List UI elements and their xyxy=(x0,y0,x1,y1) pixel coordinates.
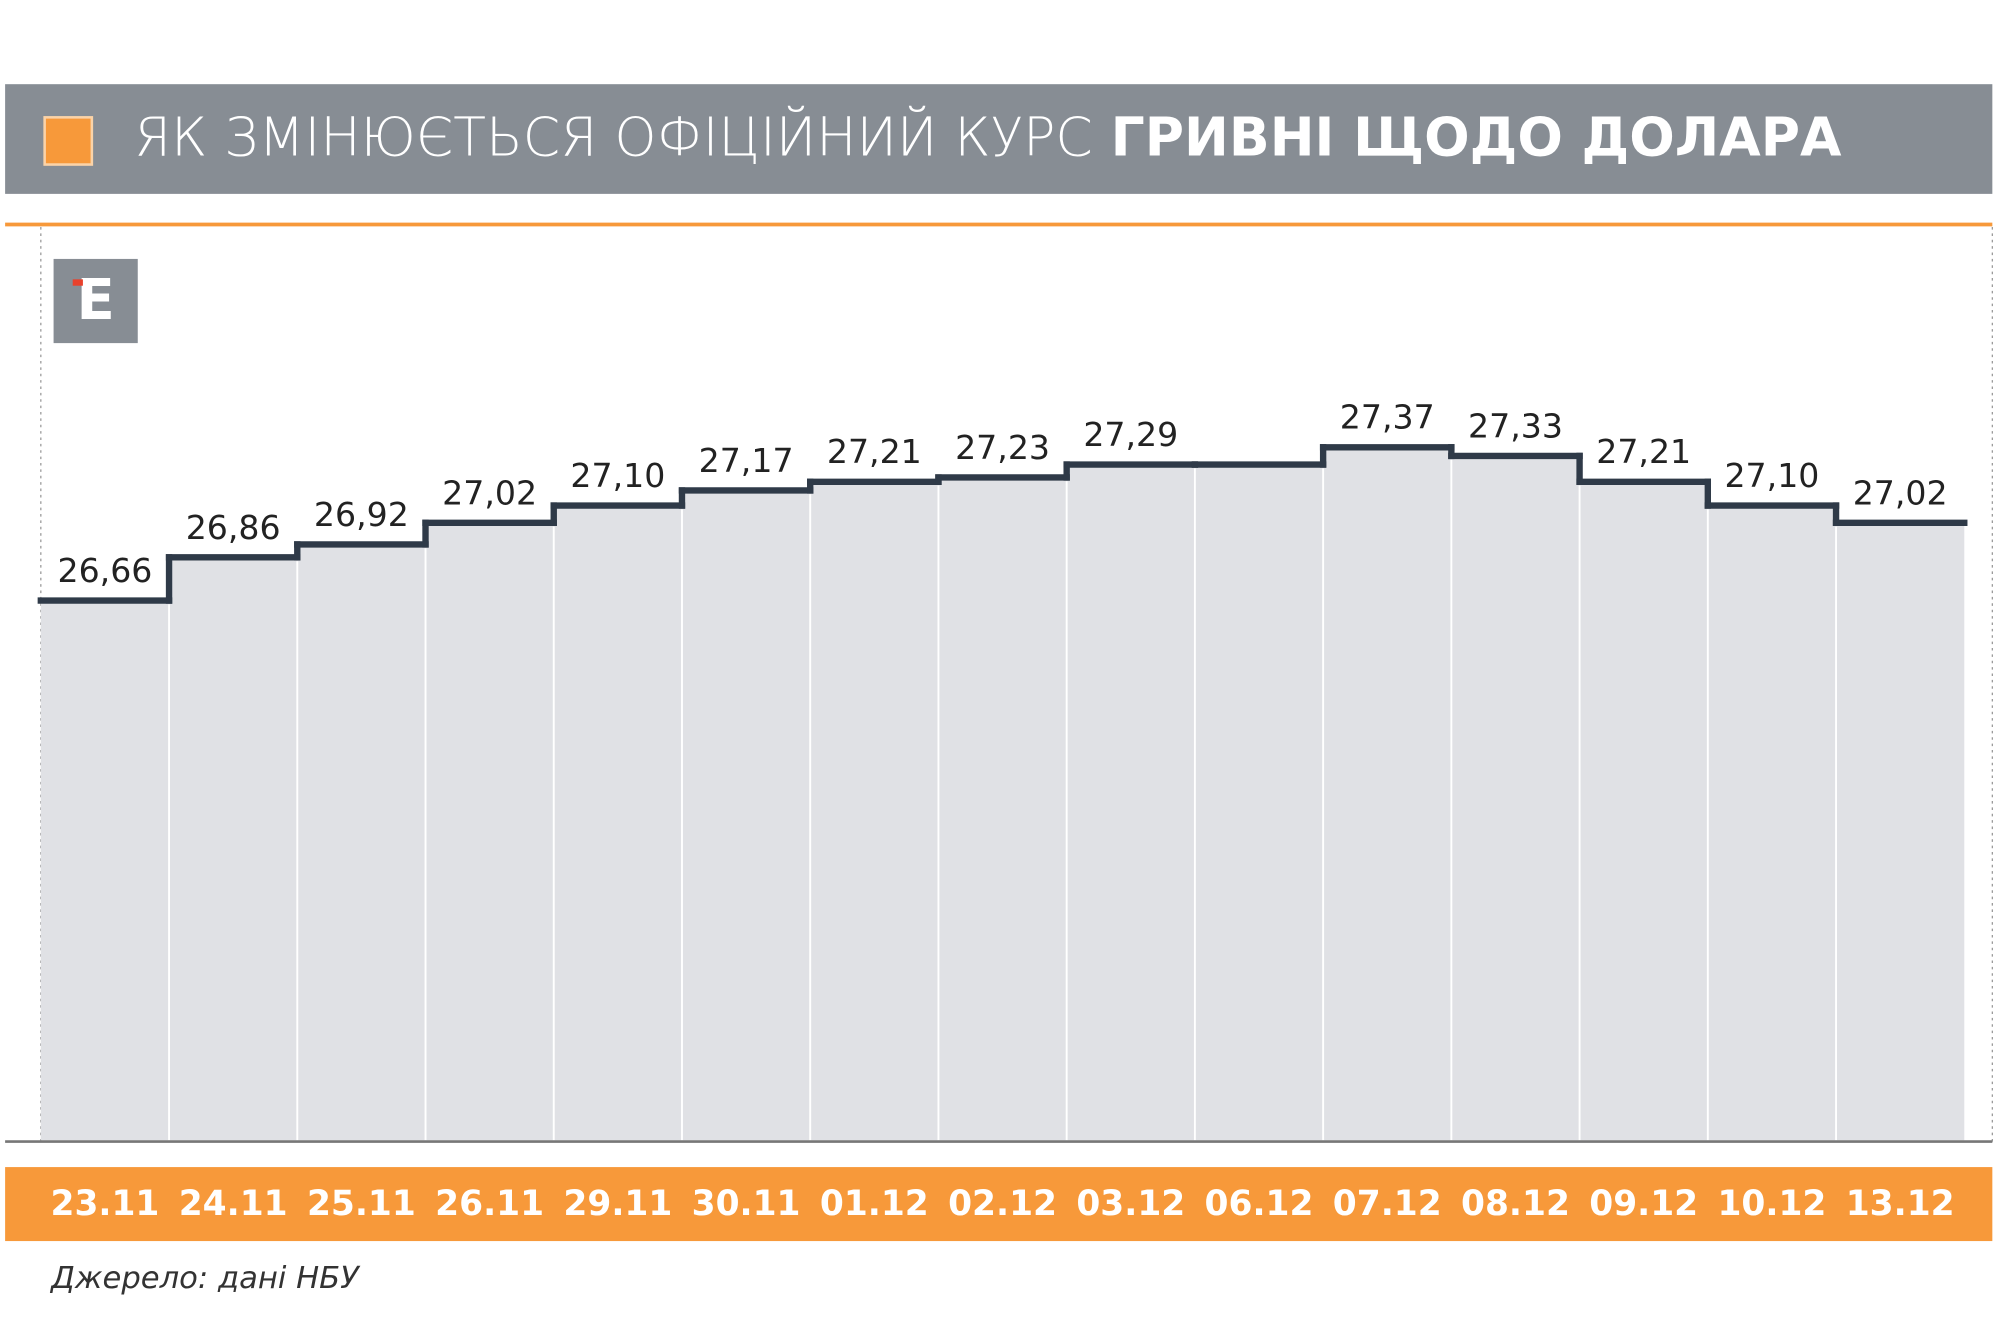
title-square xyxy=(43,116,94,166)
chart-title: ЯК ЗМІНЮЄТЬСЯ ОФІЦІЙНИЙ КУРС ГРИВНІ ЩОДО … xyxy=(134,105,1842,168)
categories: 23.11 24.11 25.11 26.11 29.11 30.11 01.12 02.12… xyxy=(50,1184,1954,1224)
value-label: 27,33 xyxy=(1468,406,1563,445)
area-column xyxy=(1451,455,1580,1141)
value-label: 27,10 xyxy=(570,456,665,495)
source: Джерело: дані НБУ xyxy=(49,1261,361,1296)
value-label: 27,21 xyxy=(827,432,922,471)
logo xyxy=(53,258,138,344)
area-column xyxy=(1066,464,1195,1141)
area-column xyxy=(1323,447,1452,1141)
value-label: 27,37 xyxy=(1340,398,1435,437)
value-label: 26,86 xyxy=(186,508,281,547)
x-tick-label: 08.12 xyxy=(1461,1184,1570,1224)
x-tick-label: 24.11 xyxy=(179,1184,288,1224)
x-tick-label: 29.11 xyxy=(563,1184,672,1224)
x-tick-label: 25.11 xyxy=(307,1184,416,1224)
value-label: 27,17 xyxy=(699,441,794,480)
category-band xyxy=(5,1167,1993,1242)
area-column xyxy=(938,477,1067,1141)
logo-letter: E xyxy=(76,268,114,333)
x-tick-label: 01.12 xyxy=(820,1184,929,1224)
x-tick-label: 02.12 xyxy=(948,1184,1057,1224)
value-label: 27,02 xyxy=(1853,473,1948,512)
area-column xyxy=(1707,505,1837,1141)
area-column xyxy=(1194,464,1324,1141)
x-tick-label: 30.11 xyxy=(692,1184,801,1224)
x-tick-label: 23.11 xyxy=(50,1184,159,1224)
area-column xyxy=(553,505,682,1141)
plot: 26,66 26,86 26,92 27,02 27,10 27,17 27,21 27,23… xyxy=(37,398,1968,1141)
title-bold: ГРИВНІ ЩОДО ДОЛАРА xyxy=(1111,105,1842,168)
area-column xyxy=(169,557,298,1141)
value-label: 27,02 xyxy=(442,473,537,512)
title-regular: ЯК ЗМІНЮЄТЬСЯ ОФІЦІЙНИЙ КУРС xyxy=(134,105,1093,168)
area-column xyxy=(810,481,939,1141)
x-tick-label: 26.11 xyxy=(435,1184,544,1224)
logo-accent xyxy=(72,279,83,286)
area-column xyxy=(681,490,811,1141)
value-label: 27,23 xyxy=(955,428,1050,467)
value-label: 26,92 xyxy=(314,495,409,534)
area-column xyxy=(425,522,554,1141)
x-tick-label: 07.12 xyxy=(1333,1184,1442,1224)
x-tick-label: 10.12 xyxy=(1717,1184,1826,1224)
value-label: 27,29 xyxy=(1083,415,1178,454)
area-column xyxy=(1579,481,1708,1141)
value-label: 27,21 xyxy=(1596,432,1691,471)
x-tick-label: 06.12 xyxy=(1205,1184,1314,1224)
x-tick-label: 13.12 xyxy=(1846,1184,1955,1224)
title-bar xyxy=(5,84,1993,194)
value-label: 27,10 xyxy=(1724,456,1819,495)
area-column xyxy=(1836,522,1965,1141)
value-label: 26,66 xyxy=(57,551,152,590)
x-tick-label: 09.12 xyxy=(1589,1184,1698,1224)
area-column xyxy=(40,600,170,1141)
x-tick-label: 03.12 xyxy=(1076,1184,1185,1224)
area-column xyxy=(297,544,426,1141)
